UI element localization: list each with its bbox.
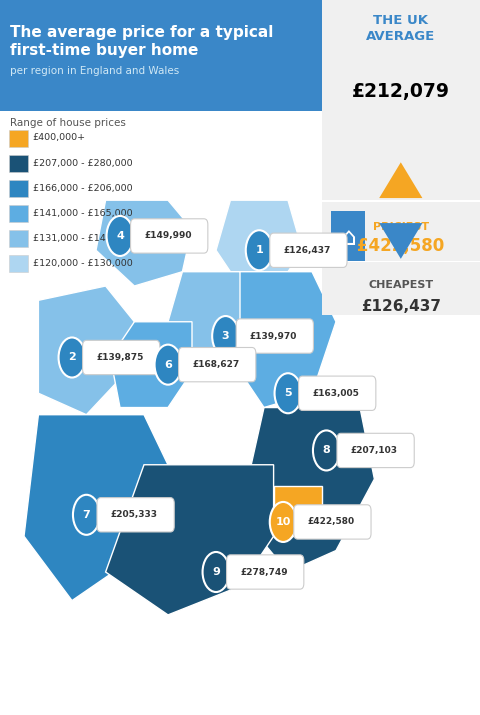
- Text: 5: 5: [284, 388, 292, 398]
- Text: £126,437: £126,437: [361, 299, 441, 314]
- Text: 10: 10: [276, 517, 291, 527]
- Text: £126,437: £126,437: [284, 246, 331, 255]
- Polygon shape: [379, 162, 422, 198]
- Text: 9: 9: [212, 567, 220, 577]
- Text: £139,875: £139,875: [96, 353, 144, 362]
- Polygon shape: [24, 415, 168, 601]
- FancyBboxPatch shape: [0, 0, 326, 111]
- Text: £212,079: £212,079: [352, 82, 450, 102]
- Polygon shape: [168, 272, 264, 372]
- FancyBboxPatch shape: [9, 230, 28, 247]
- FancyBboxPatch shape: [9, 180, 28, 197]
- FancyBboxPatch shape: [294, 505, 371, 539]
- Text: £131,000 - £140,000: £131,000 - £140,000: [33, 234, 132, 242]
- Text: £205,333: £205,333: [111, 511, 158, 519]
- Polygon shape: [274, 486, 322, 536]
- Polygon shape: [240, 272, 336, 408]
- Text: THE UK
AVERAGE: THE UK AVERAGE: [366, 14, 435, 44]
- Text: PRICIEST: PRICIEST: [373, 222, 429, 232]
- Circle shape: [107, 216, 133, 256]
- FancyBboxPatch shape: [236, 319, 313, 353]
- FancyBboxPatch shape: [322, 262, 480, 315]
- Text: 7: 7: [83, 510, 90, 520]
- Circle shape: [203, 552, 229, 592]
- Text: £278,749: £278,749: [240, 568, 288, 576]
- FancyBboxPatch shape: [97, 498, 174, 532]
- Text: £422,580: £422,580: [308, 518, 355, 526]
- FancyBboxPatch shape: [299, 376, 376, 410]
- Text: 2: 2: [68, 352, 76, 363]
- Polygon shape: [216, 200, 302, 286]
- Circle shape: [270, 502, 297, 542]
- Text: £163,005: £163,005: [312, 389, 360, 398]
- FancyBboxPatch shape: [270, 233, 347, 267]
- Circle shape: [246, 230, 273, 270]
- Circle shape: [73, 495, 100, 535]
- Text: per region in England and Wales: per region in England and Wales: [10, 66, 179, 77]
- FancyBboxPatch shape: [83, 340, 160, 375]
- Polygon shape: [240, 408, 374, 572]
- FancyBboxPatch shape: [9, 130, 28, 147]
- Text: The average price for a typical: The average price for a typical: [10, 25, 273, 40]
- Text: 8: 8: [323, 445, 330, 455]
- Polygon shape: [110, 322, 192, 408]
- FancyBboxPatch shape: [337, 433, 414, 468]
- Text: 1: 1: [255, 245, 263, 255]
- Circle shape: [155, 345, 181, 385]
- FancyBboxPatch shape: [227, 555, 304, 589]
- Text: 6: 6: [164, 360, 172, 370]
- Polygon shape: [38, 286, 134, 415]
- FancyBboxPatch shape: [131, 219, 208, 253]
- Text: Range of house prices: Range of house prices: [10, 118, 125, 128]
- Text: £168,627: £168,627: [192, 360, 240, 369]
- Text: £207,103: £207,103: [351, 446, 398, 455]
- Text: £139,970: £139,970: [250, 332, 297, 340]
- FancyBboxPatch shape: [322, 0, 480, 200]
- FancyBboxPatch shape: [179, 347, 256, 382]
- Text: first-time buyer home: first-time buyer home: [10, 43, 198, 58]
- Polygon shape: [379, 223, 422, 259]
- Circle shape: [275, 373, 301, 413]
- FancyBboxPatch shape: [9, 255, 28, 272]
- Text: 3: 3: [222, 331, 229, 341]
- Circle shape: [59, 337, 85, 378]
- Text: 4: 4: [116, 231, 124, 241]
- Text: £166,000 - £206,000: £166,000 - £206,000: [33, 184, 132, 192]
- Text: £207,000 - £280,000: £207,000 - £280,000: [33, 159, 132, 167]
- Circle shape: [212, 316, 239, 356]
- Text: £422,580: £422,580: [357, 237, 444, 255]
- Text: ⌂: ⌂: [340, 226, 356, 250]
- Polygon shape: [96, 200, 192, 286]
- Text: CHEAPEST: CHEAPEST: [368, 280, 433, 290]
- FancyBboxPatch shape: [9, 205, 28, 222]
- Polygon shape: [106, 465, 274, 615]
- Text: £120,000 - £130,000: £120,000 - £130,000: [33, 259, 132, 267]
- FancyBboxPatch shape: [322, 202, 480, 261]
- Text: £400,000+: £400,000+: [33, 134, 86, 142]
- Text: £149,990: £149,990: [144, 232, 192, 240]
- FancyBboxPatch shape: [331, 211, 365, 261]
- Text: £141,000 - £165,000: £141,000 - £165,000: [33, 209, 132, 217]
- Circle shape: [313, 430, 340, 470]
- FancyBboxPatch shape: [9, 155, 28, 172]
